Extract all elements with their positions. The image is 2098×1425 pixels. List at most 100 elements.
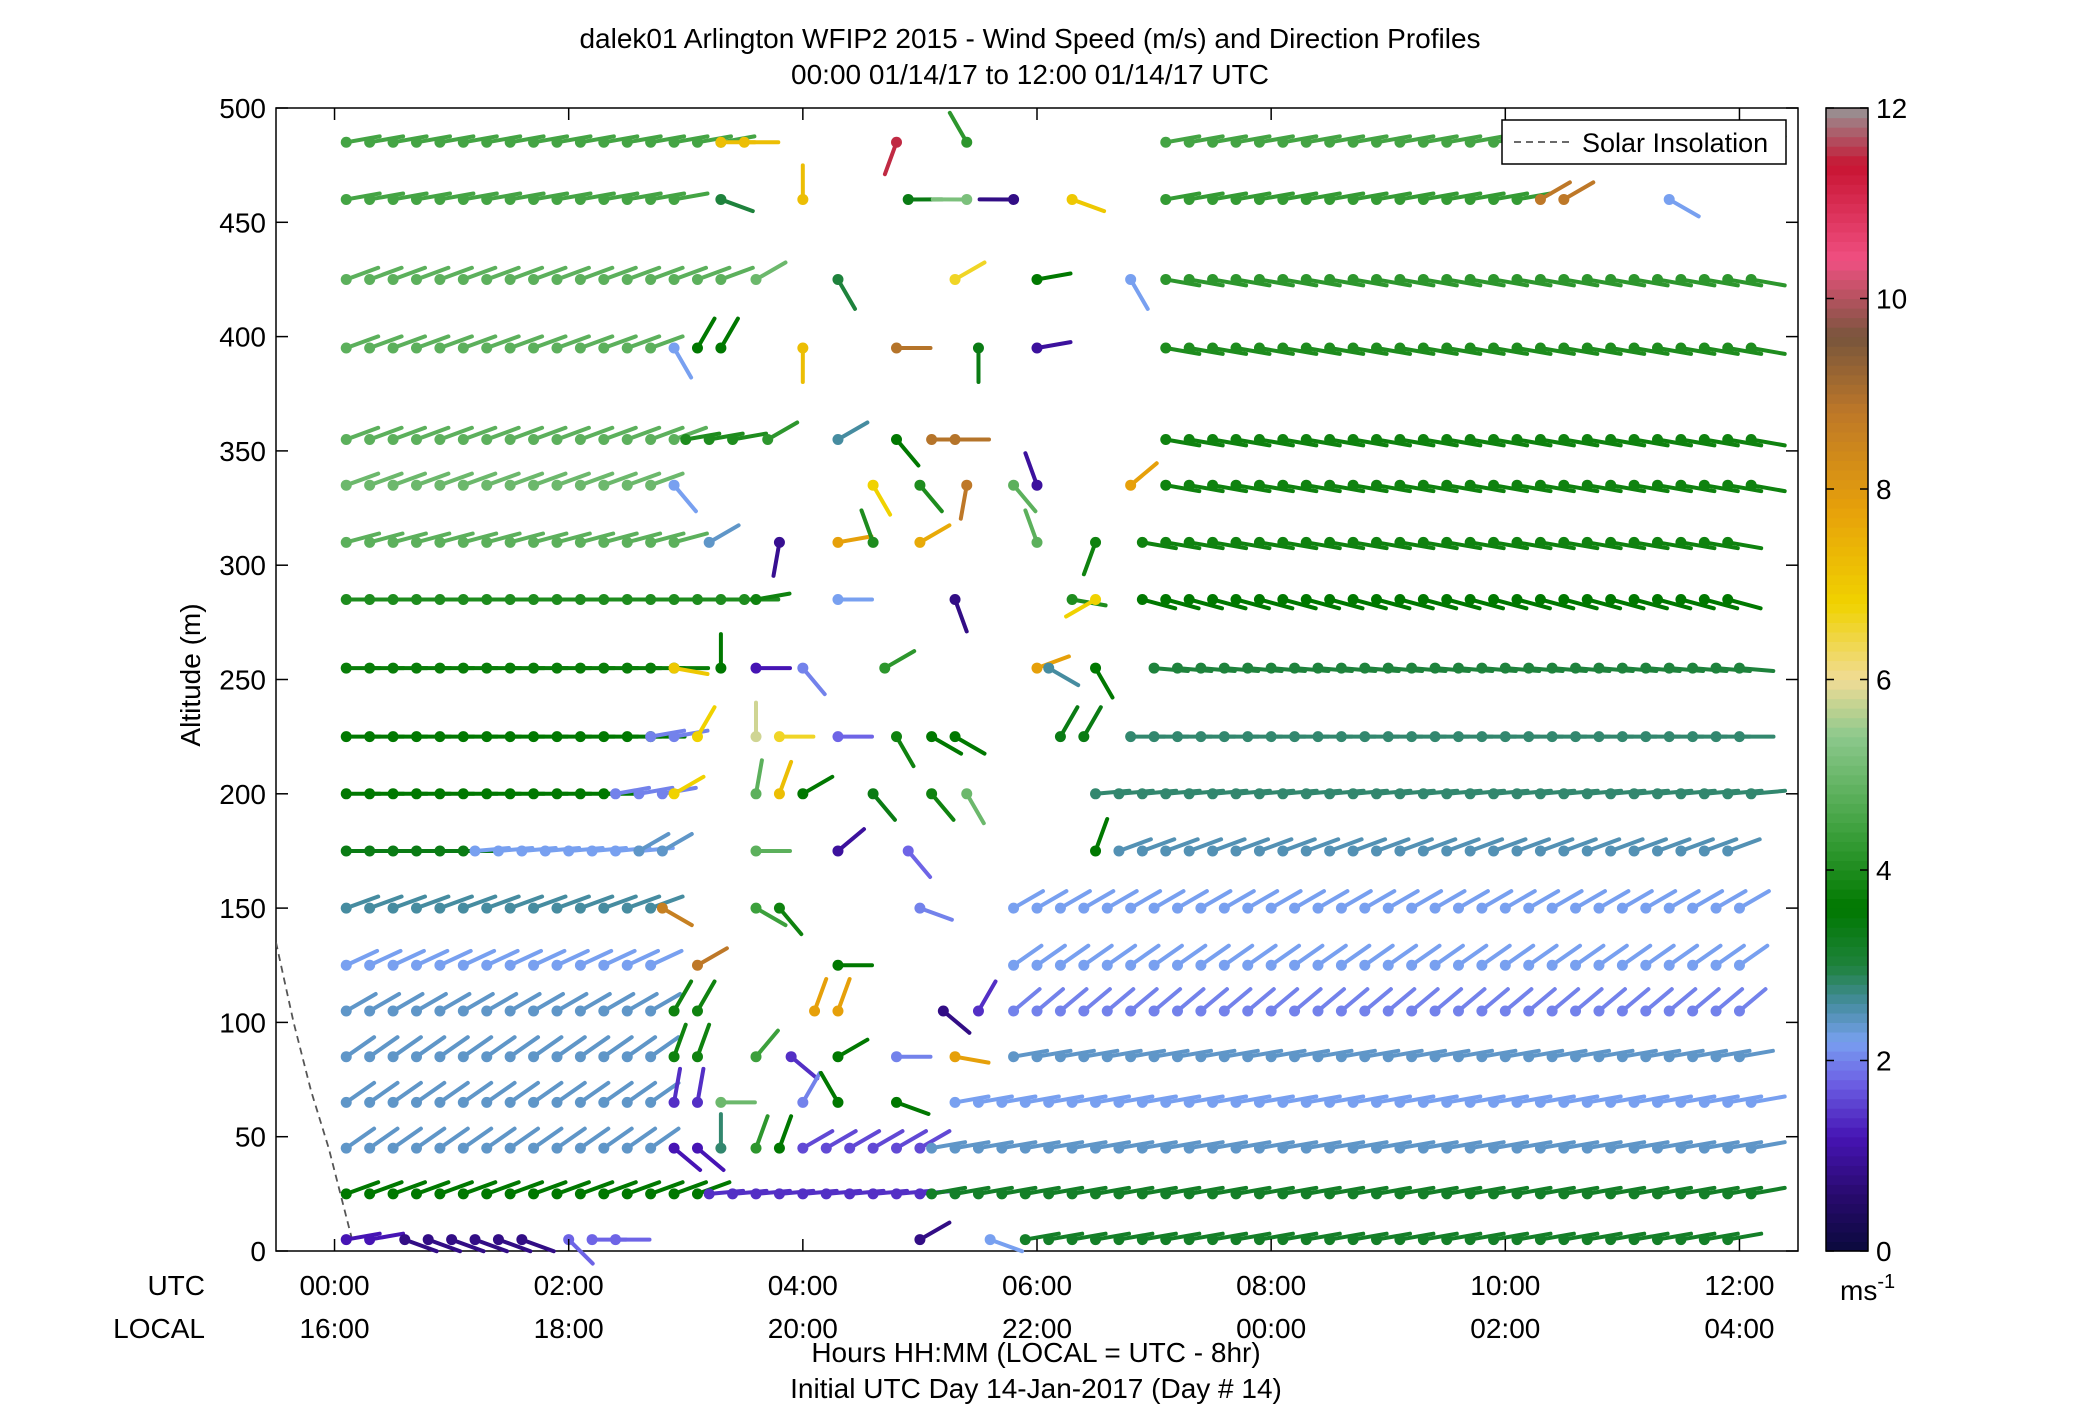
wind-barb — [1183, 479, 1225, 494]
colorbar-swatch — [1826, 679, 1868, 690]
wind-barb — [949, 1094, 991, 1108]
wind-barb-shaft — [531, 531, 569, 545]
wind-barb-dot — [762, 433, 774, 445]
wind-barb-dot — [1300, 273, 1312, 285]
wind-barb-shaft — [1585, 837, 1622, 853]
wind-barb-dot — [481, 1188, 493, 1200]
wind-barb-shaft — [754, 260, 788, 282]
wind-barb-shaft — [601, 425, 638, 442]
wind-barb-dot — [1371, 1188, 1383, 1200]
wind-barb — [668, 662, 710, 676]
wind-barb-shaft — [414, 191, 452, 202]
wind-barb — [727, 431, 769, 445]
wind-barb — [1300, 1094, 1342, 1108]
wind-barb — [1534, 1094, 1576, 1108]
wind-barb-dot — [1417, 136, 1429, 148]
wind-barb-dot — [1511, 273, 1523, 285]
wind-barb-dot — [750, 662, 762, 674]
wind-barb — [691, 1180, 732, 1200]
wind-barb — [891, 342, 933, 354]
wind-barb-dot — [1652, 342, 1664, 354]
wind-barb — [1558, 342, 1600, 356]
wind-barb-shaft — [437, 134, 476, 145]
wind-barb-dot — [926, 1188, 938, 1200]
wind-barb-shaft — [1222, 943, 1255, 968]
wind-barb — [1417, 342, 1459, 356]
wind-barb-dot — [715, 273, 727, 285]
wind-barb — [446, 1234, 486, 1254]
colorbar-tick-label: 6 — [1876, 665, 1892, 696]
wind-barb — [1675, 593, 1716, 611]
wind-barb-dot — [340, 788, 352, 800]
wind-barb-shaft — [1128, 987, 1159, 1013]
wind-barb — [1078, 987, 1112, 1017]
wind-barb — [1558, 433, 1600, 448]
wind-barb-dot — [457, 902, 469, 914]
wind-barb-shaft — [1187, 1185, 1225, 1196]
wind-barb-shaft — [824, 1129, 858, 1151]
wind-barb-shaft — [1011, 889, 1045, 911]
wind-barb-dot — [1698, 1096, 1710, 1108]
wind-barb — [891, 731, 916, 769]
wind-barb-dot — [387, 731, 399, 743]
wind-barb-dot — [1452, 1005, 1464, 1017]
wind-barb-shaft — [1667, 889, 1701, 911]
wind-barb-shaft — [1280, 277, 1319, 288]
wind-barb — [1347, 134, 1389, 148]
wind-barb — [1488, 536, 1530, 551]
wind-barb-shaft — [660, 832, 694, 853]
wind-barb-dot — [1534, 536, 1546, 548]
wind-barb — [668, 774, 706, 800]
wind-barb-dot — [1464, 845, 1476, 857]
wind-barb — [621, 894, 662, 914]
wind-barb — [1066, 1185, 1108, 1200]
wind-barb-dot — [1394, 593, 1406, 605]
wind-barb-shaft — [461, 948, 497, 968]
wind-barb-dot — [1195, 731, 1207, 743]
wind-barb-dot — [528, 536, 540, 548]
wind-barb-dot — [610, 1234, 622, 1246]
wind-barb — [1300, 1140, 1342, 1154]
wind-barb-shaft — [1714, 1048, 1752, 1059]
wind-barb — [1523, 1048, 1565, 1063]
wind-barb-shaft — [391, 134, 429, 145]
wind-barb-dot — [645, 536, 657, 548]
wind-barb-dot — [1558, 273, 1570, 285]
wind-barb — [972, 1094, 1014, 1108]
wind-barb — [1277, 342, 1319, 356]
wind-barb-shaft — [625, 191, 663, 202]
wind-barb — [832, 977, 852, 1017]
colorbar-swatch — [1826, 450, 1868, 462]
wind-barb — [1558, 479, 1600, 494]
wind-barb-dot — [574, 1188, 586, 1200]
wind-barb — [1687, 889, 1725, 914]
wind-barb-shaft — [367, 334, 404, 351]
wind-barb-dot — [364, 136, 376, 148]
wind-barb — [972, 342, 984, 384]
wind-barb — [972, 979, 998, 1017]
wind-barb-dot — [750, 788, 762, 800]
wind-barb-dot — [1593, 731, 1605, 743]
wind-barb-dot — [949, 593, 961, 605]
wind-barb — [364, 134, 406, 148]
wind-barb — [1464, 433, 1506, 448]
wind-barb — [1312, 889, 1350, 914]
wind-barb-dot — [691, 731, 703, 743]
wind-barb-shaft — [1163, 134, 1202, 145]
wind-barb-dot — [891, 731, 903, 743]
wind-barb — [738, 136, 781, 148]
wind-barb-shaft — [1421, 1231, 1459, 1242]
wind-barb — [551, 134, 593, 148]
wind-barb-shaft — [578, 531, 616, 545]
wind-barb-shaft — [601, 531, 639, 545]
wind-barb-dot — [1289, 1005, 1301, 1017]
wind-barb — [457, 334, 498, 354]
wind-barb-dot — [1183, 845, 1195, 857]
wind-barb-dot — [481, 193, 493, 205]
wind-barb — [1230, 837, 1270, 857]
wind-barb-dot — [434, 902, 446, 914]
wind-barb — [410, 334, 451, 354]
wind-barb — [1242, 1048, 1284, 1063]
wind-barb-shaft — [882, 649, 917, 671]
wind-barb-shaft — [1140, 1094, 1178, 1105]
